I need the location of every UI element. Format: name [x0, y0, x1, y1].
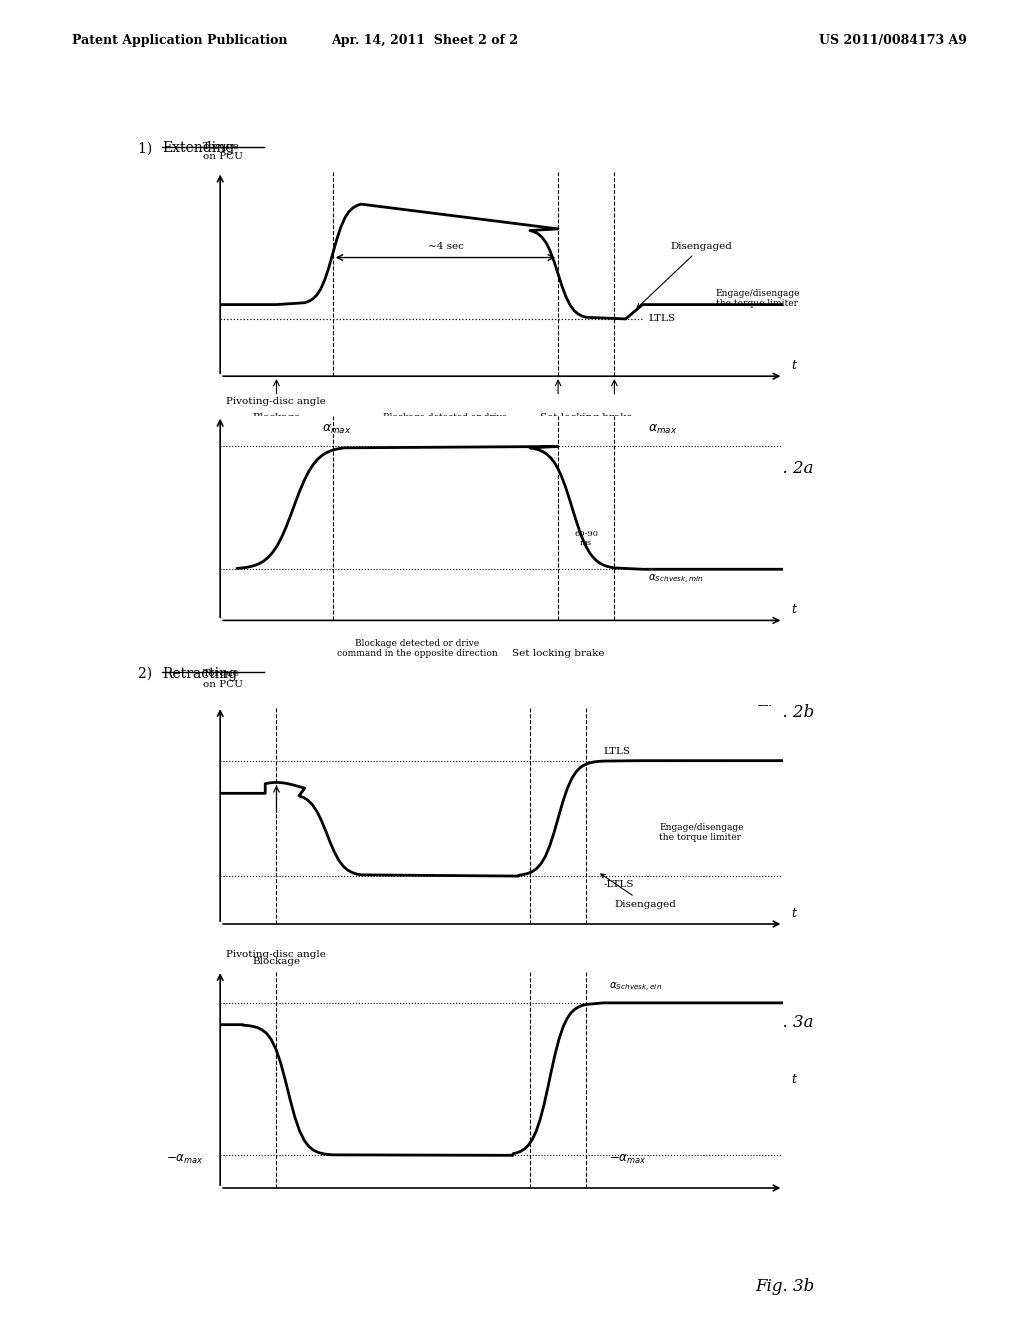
- Text: t: t: [792, 1073, 797, 1085]
- Text: Torque
on PCU: Torque on PCU: [203, 143, 243, 161]
- Text: Pivoting-disc angle: Pivoting-disc angle: [225, 396, 326, 405]
- Text: Torque
on PCU: Torque on PCU: [203, 669, 243, 689]
- Text: Fig. 2a: Fig. 2a: [756, 459, 814, 477]
- Text: Blockage detected or drive
command in the opposite direction: Blockage detected or drive command in th…: [337, 639, 498, 659]
- Text: Pivoting-disc angle: Pivoting-disc angle: [225, 950, 326, 960]
- Text: LTLS: LTLS: [648, 314, 675, 323]
- Text: $-\alpha_{max}$: $-\alpha_{max}$: [608, 1154, 646, 1167]
- Text: Fig. 2b: Fig. 2b: [756, 704, 814, 721]
- Text: Extending: Extending: [162, 141, 234, 156]
- Text: $\alpha_{max}$: $\alpha_{max}$: [648, 424, 678, 436]
- Text: 1): 1): [138, 141, 157, 156]
- Text: -LTLS: -LTLS: [603, 880, 634, 890]
- Text: Engage/disengage
the torque limiter: Engage/disengage the torque limiter: [716, 289, 801, 308]
- Text: 60-90
ms: 60-90 ms: [574, 529, 598, 548]
- Text: Blockage: Blockage: [253, 957, 300, 966]
- Text: Set locking brake: Set locking brake: [512, 649, 604, 659]
- Text: t: t: [792, 603, 797, 616]
- Text: ~4 sec: ~4 sec: [427, 243, 464, 251]
- Text: Blockage detected or drive
command in the opposite direction: Blockage detected or drive command in th…: [366, 413, 525, 433]
- Text: 2): 2): [138, 667, 157, 681]
- Text: t: t: [792, 359, 797, 372]
- Text: Blockage: Blockage: [253, 413, 300, 422]
- Text: Patent Application Publication: Patent Application Publication: [72, 34, 287, 48]
- Text: $\alpha_{Schvesk,min}$: $\alpha_{Schvesk,min}$: [648, 573, 703, 586]
- Text: $\alpha_{Schvesk,ein}$: $\alpha_{Schvesk,ein}$: [608, 981, 662, 994]
- Text: Apr. 14, 2011  Sheet 2 of 2: Apr. 14, 2011 Sheet 2 of 2: [332, 34, 518, 48]
- Text: Fig. 3a: Fig. 3a: [756, 1014, 814, 1031]
- Text: Disengaged: Disengaged: [601, 874, 676, 908]
- Text: Disengaged: Disengaged: [637, 243, 732, 308]
- Text: t: t: [792, 907, 797, 920]
- Text: $-\alpha_{max}$: $-\alpha_{max}$: [166, 1154, 203, 1167]
- Text: Retracting: Retracting: [162, 667, 237, 681]
- Text: LTLS: LTLS: [603, 747, 630, 756]
- Text: Engage/disengage
the torque limiter: Engage/disengage the torque limiter: [659, 822, 744, 842]
- Text: $\alpha_{max}$: $\alpha_{max}$: [322, 424, 351, 436]
- Text: Fig. 3b: Fig. 3b: [756, 1278, 814, 1295]
- Text: US 2011/0084173 A9: US 2011/0084173 A9: [819, 34, 967, 48]
- Text: Set locking brake: Set locking brake: [540, 413, 633, 422]
